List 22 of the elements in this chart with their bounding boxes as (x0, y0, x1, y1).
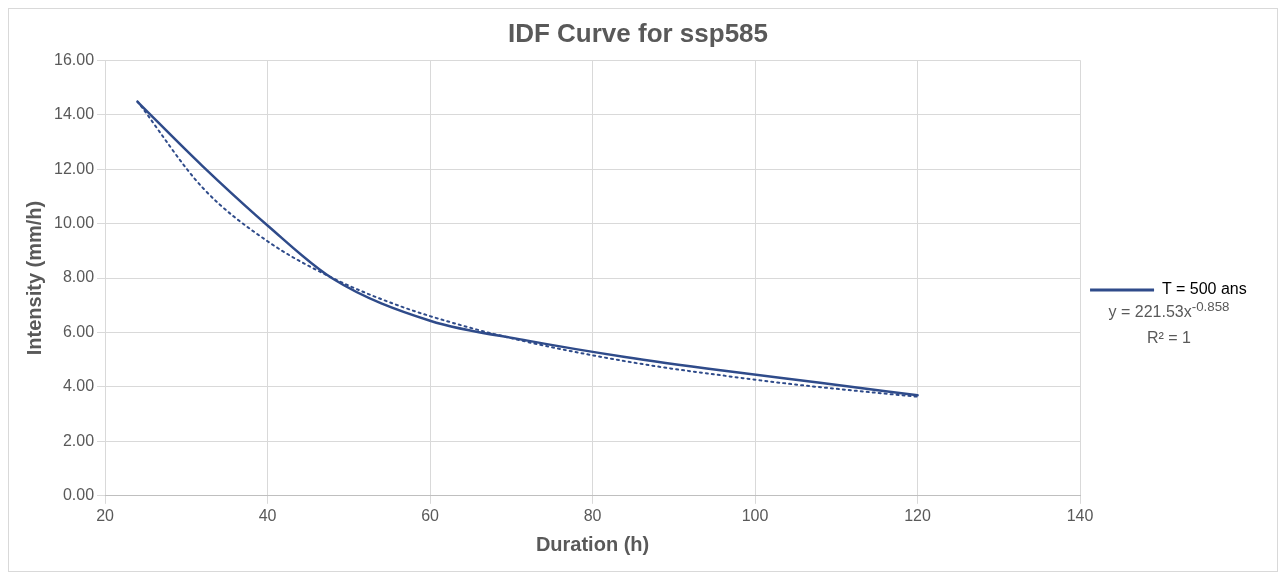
text: y = 221.53x$^{-0.858}$ (1108, 299, 1230, 321)
text: R² = 1 (1146, 328, 1192, 349)
y-tick-label: 4.00 (62, 377, 95, 395)
chart-title: IDF Curve for ssp585 (507, 17, 769, 48)
y-axis-title: Intensity (mm/h) (22, 200, 45, 356)
y-tick-label: 2.00 (62, 431, 95, 449)
y-tick-label: 0.00 (62, 486, 95, 504)
x-tick-label: 120 (904, 506, 931, 524)
y-tick-label: 8.00 (62, 268, 95, 286)
x-tick-label: 80 (583, 506, 602, 524)
y-tick-label: 10.00 (53, 213, 95, 231)
y-tick-label: 14.00 (53, 105, 95, 123)
x-tick-label: 60 (421, 506, 440, 524)
y-tick-label: 12.00 (53, 159, 95, 177)
x-tick-label: 20 (96, 506, 115, 524)
x-axis-title: Duration (h) (535, 532, 650, 555)
y-tick-label: 6.00 (62, 322, 95, 340)
x-tick-label: 140 (1066, 506, 1094, 524)
x-tick-label: 100 (741, 506, 769, 524)
x-tick-label: 40 (258, 506, 277, 524)
y-tick-label: 16.00 (53, 50, 95, 68)
legend-label: T = 500 ans (1162, 280, 1247, 298)
